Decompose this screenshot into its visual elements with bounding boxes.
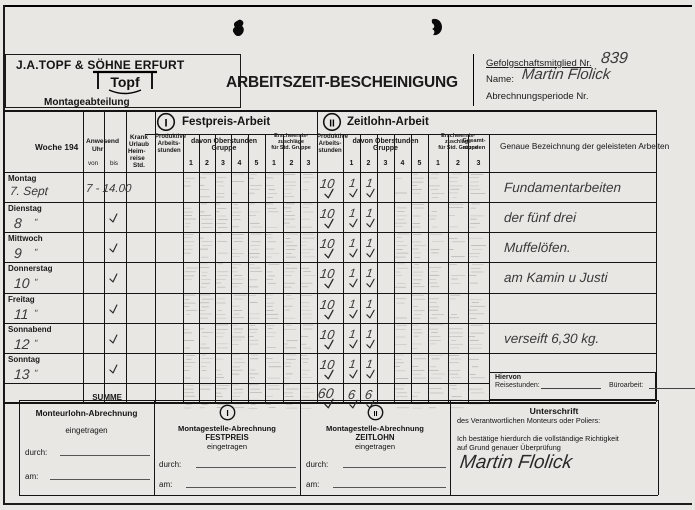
svg-text:I: I — [164, 118, 167, 130]
svg-text:II: II — [373, 409, 377, 418]
svg-text:II: II — [329, 119, 335, 130]
svg-text:I: I — [226, 408, 228, 418]
